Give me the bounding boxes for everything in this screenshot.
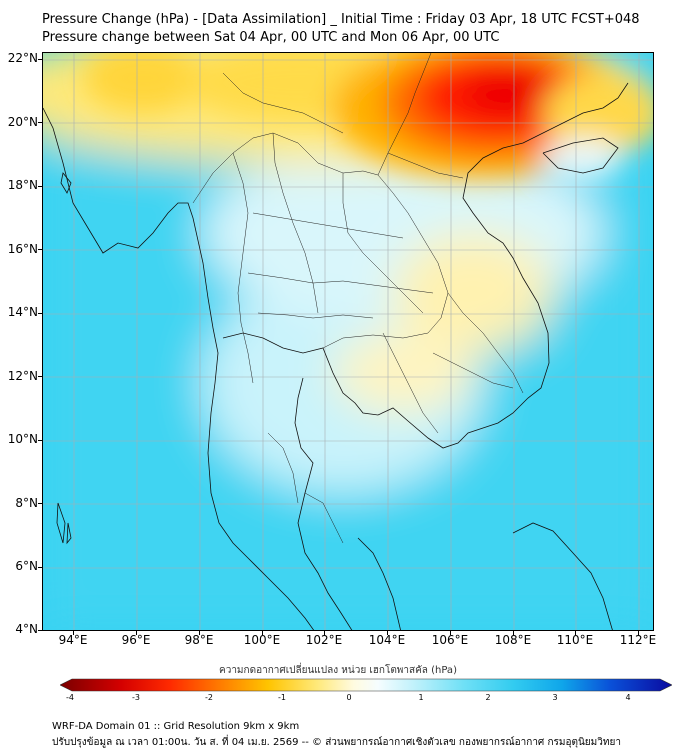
lon-label-96e: 96°E	[121, 633, 151, 647]
province-borders	[192, 53, 524, 544]
colorbar-tick: 0	[346, 693, 352, 702]
colorbar-tick: -3	[132, 693, 140, 702]
lat-label-20n: 20°N	[7, 115, 38, 129]
lon-label-98e: 98°E	[184, 633, 214, 647]
lat-lon-grid	[43, 53, 653, 630]
footer-domain-info: WRF-DA Domain 01 :: Grid Resolution 9km …	[52, 721, 300, 732]
lon-label-102e: 102°E	[305, 633, 343, 647]
colorbar-tick: -4	[66, 693, 74, 702]
lon-label-108e: 108°E	[494, 633, 532, 647]
colorbar-tick: -1	[278, 693, 286, 702]
footer-credit: ปรับปรุงข้อมูล ณ เวลา 01:00น. วัน ส. ที่…	[52, 737, 621, 748]
lat-label-14n: 14°N	[7, 305, 38, 319]
colorbar-tick: -2	[205, 693, 213, 702]
lon-label-106e: 106°E	[431, 633, 469, 647]
colorbar-gradient	[60, 678, 672, 692]
map-title: Pressure Change (hPa) - [Data Assimilati…	[42, 12, 640, 27]
lat-label-6n: 6°N	[15, 559, 38, 573]
colorbar-tick: 1	[418, 693, 424, 702]
coastlines	[43, 82, 629, 630]
lon-label-104e: 104°E	[368, 633, 406, 647]
lon-label-100e: 100°E	[243, 633, 281, 647]
pressure-change-map	[42, 52, 654, 631]
map-canvas	[43, 53, 653, 630]
lon-label-110e: 110°E	[556, 633, 594, 647]
lat-label-12n: 12°N	[7, 369, 38, 383]
lon-label-94e: 94°E	[58, 633, 88, 647]
colorbar-tick: 2	[485, 693, 491, 702]
lon-label-112e: 112°E	[619, 633, 657, 647]
lat-label-16n: 16°N	[7, 242, 38, 256]
map-subtitle: Pressure change between Sat 04 Apr, 00 U…	[42, 30, 500, 45]
colorbar-tick: 3	[552, 693, 558, 702]
lat-label-22n: 22°N	[7, 51, 38, 65]
colorbar-tick: 4	[625, 693, 631, 702]
colorbar-title: ความกดอากาศเปลี่ยนแปลง หน่วย เฮกโตพาสคัล…	[219, 665, 457, 676]
lat-label-4n: 4°N	[15, 622, 38, 636]
lat-label-8n: 8°N	[15, 496, 38, 510]
lat-label-18n: 18°N	[7, 178, 38, 192]
colorbar	[60, 678, 672, 692]
lat-label-10n: 10°N	[7, 432, 38, 446]
